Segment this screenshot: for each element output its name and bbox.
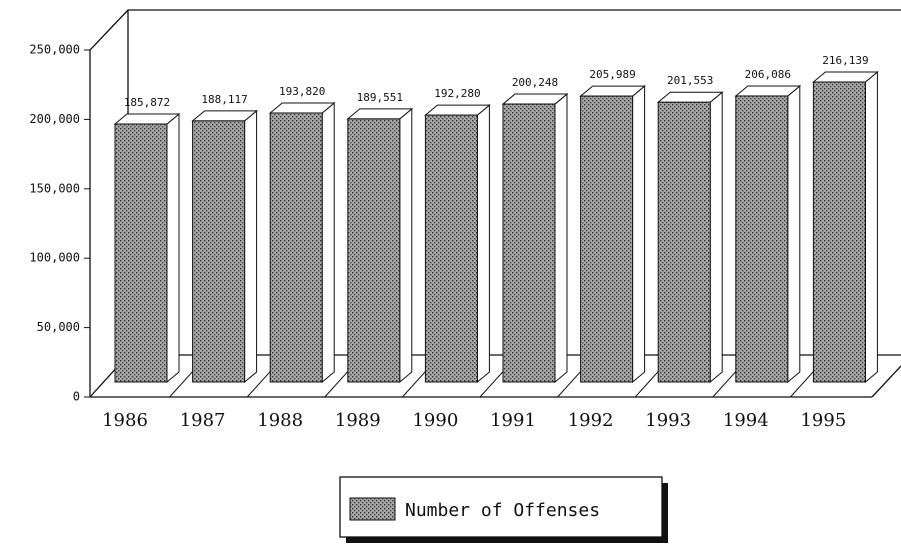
value-label: 216,139 [822,54,868,67]
legend-swatch [349,497,396,521]
value-label: 200,248 [512,76,558,89]
bar-front [347,118,401,383]
value-label: 192,280 [434,87,480,100]
bar-side [864,70,878,384]
bar-side [554,92,568,384]
bar [579,85,646,384]
bar-side [166,112,180,384]
bar-side [476,104,490,384]
bar-side [632,85,646,384]
value-label: 188,117 [201,93,247,106]
bar [268,101,336,384]
x-tick-label: 1991 [490,410,536,431]
bar [191,109,258,384]
bar-top [113,113,181,125]
value-label: 189,551 [357,91,403,104]
bar-front [269,112,323,383]
bar-side [709,91,723,384]
bar-side [399,107,413,384]
bar-top [424,104,491,116]
bar-front [580,95,634,383]
x-tick-label: 1992 [568,410,614,431]
x-tick-label: 1988 [257,410,303,431]
bar [346,107,414,384]
x-tick-label: 1986 [102,410,148,431]
x-tick-label: 1993 [645,410,691,431]
bar-side [244,109,258,384]
x-tick-label: 1987 [180,410,226,431]
bar-top [734,85,802,97]
value-label: 201,553 [667,74,713,87]
bar [424,104,491,384]
bar-top [579,85,646,97]
bar-top [191,110,258,122]
legend: Number of Offenses [339,476,668,543]
y-tick-label: 200,000 [29,112,80,126]
y-tick-label: 250,000 [29,43,80,57]
bar-front [424,114,478,383]
bar-front [114,123,168,383]
bar-front [502,103,556,383]
y-tick-label: 150,000 [29,181,80,195]
bar-front [192,120,246,383]
bar-front [657,101,711,383]
bar-front [735,95,789,383]
value-label: 193,820 [279,85,325,98]
bar-top [656,91,724,103]
bar-side [321,101,335,384]
bar-top [346,108,414,120]
bar [113,112,181,384]
y-tick-label: 0 [73,390,80,404]
x-tick-label: 1990 [412,410,458,431]
bar [734,84,802,384]
legend-label: Number of Offenses [405,500,600,521]
x-tick-label: 1994 [723,410,769,431]
value-label: 185,872 [124,96,170,109]
y-tick-label: 100,000 [29,251,80,265]
bar [812,70,879,384]
bar-top [501,93,569,105]
bar-side [787,84,801,384]
y-tick-label: 50,000 [37,320,80,334]
bar [501,92,569,384]
bar-top [268,102,336,114]
bar-front [812,81,866,383]
value-label: 206,086 [745,68,791,81]
bar-top [812,71,879,83]
x-tick-label: 1989 [335,410,381,431]
x-tick-label: 1995 [800,410,846,431]
bar [656,91,724,384]
value-label: 205,989 [589,68,635,81]
